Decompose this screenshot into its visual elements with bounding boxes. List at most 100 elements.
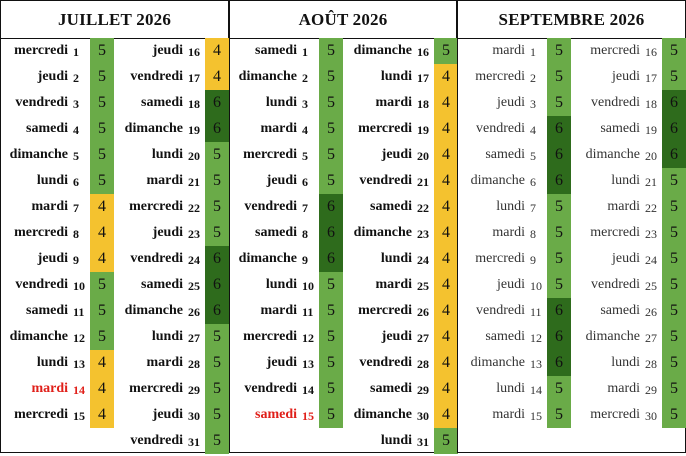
day-number: 17 — [188, 71, 200, 85]
day-number: 8 — [302, 227, 308, 241]
day-code-cell: 4 — [434, 142, 458, 168]
day-number: 9 — [530, 253, 536, 267]
day-name: mercredi — [14, 407, 68, 422]
day-code-cell: 4 — [434, 324, 458, 350]
day-code-cell: 5 — [662, 324, 686, 350]
day-name: vendredi — [15, 95, 68, 110]
day-name: jeudi — [37, 69, 68, 84]
day-code-cell: 6 — [205, 90, 229, 116]
day-number: 15 — [530, 409, 542, 423]
day-code-cell: 5 — [319, 38, 343, 64]
day-code-cell: 4 — [434, 246, 458, 272]
day-code-cell: 5 — [662, 220, 686, 246]
day-name: dimanche — [124, 303, 183, 318]
day-name: dimanche — [585, 147, 640, 162]
day-name: vendredi — [591, 95, 640, 110]
day-name: mardi — [375, 95, 412, 110]
day-number: 24 — [417, 253, 429, 267]
day-number: 28 — [188, 357, 200, 371]
day-name: vendredi — [359, 173, 412, 188]
day-number: 17 — [417, 71, 429, 85]
day-code-cell: 4 — [434, 194, 458, 220]
month-panel: JUILLET 2026 mercredi 1 5 jeudi 2 5 vendredi 3 5 s… — [0, 0, 229, 454]
day-number: 31 — [417, 435, 429, 449]
day-number: 22 — [645, 201, 657, 215]
day-code-cell: 5 — [662, 350, 686, 376]
day-name: mardi — [146, 355, 183, 370]
day-code-cell: 5 — [319, 324, 343, 350]
day-name: jeudi — [381, 329, 412, 344]
day-number: 23 — [188, 227, 200, 241]
day-name: dimanche — [585, 329, 640, 344]
day-code-cell: 4 — [434, 116, 458, 142]
day-code-cell: 4 — [434, 298, 458, 324]
day-name: dimanche — [353, 225, 412, 240]
day-number: 13 — [530, 357, 542, 371]
day-code-cell: 5 — [434, 38, 458, 64]
day-name: mardi — [31, 199, 68, 214]
day-name: mardi — [492, 225, 525, 240]
day-name: samedi — [255, 225, 297, 240]
day-name: mercredi — [243, 329, 297, 344]
day-name: mercredi — [129, 381, 183, 396]
day-number: 28 — [645, 357, 657, 371]
day-number: 5 — [530, 149, 536, 163]
day-number: 26 — [188, 305, 200, 319]
day-name: lundi — [380, 251, 412, 266]
day-number: 14 — [302, 383, 314, 397]
day-code-cell: 4 — [205, 38, 229, 64]
day-number: 25 — [645, 279, 657, 293]
day-name: jeudi — [612, 69, 640, 84]
day-name: mercredi — [590, 225, 640, 240]
day-number: 11 — [302, 305, 314, 319]
day-code-cell: 5 — [319, 272, 343, 298]
day-number: 10 — [302, 279, 314, 293]
day-name: lundi — [36, 355, 68, 370]
day-code-cell: 5 — [662, 376, 686, 402]
day-code-cell: 6 — [205, 116, 229, 142]
day-code-cell: 4 — [434, 402, 458, 428]
day-code-cell: 5 — [319, 298, 343, 324]
day-code-cell: 5 — [547, 246, 571, 272]
day-name: samedi — [26, 121, 68, 136]
day-name: mercredi — [590, 43, 640, 58]
day-code-cell: 6 — [319, 246, 343, 272]
day-number: 23 — [645, 227, 657, 241]
day-number: 14 — [73, 383, 85, 397]
day-code-cell: 5 — [547, 376, 571, 402]
day-name: samedi — [370, 381, 412, 396]
day-name: lundi — [36, 173, 68, 188]
day-number: 8 — [73, 227, 79, 241]
month-panel: SEPTEMBRE 2026 mardi 1 5 mercredi 2 5 jeudi 3 5 ve… — [457, 0, 686, 453]
day-name: mercredi — [590, 407, 640, 422]
day-code-cell: 5 — [205, 350, 229, 376]
day-number: 10 — [530, 279, 542, 293]
day-code-cell: 5 — [547, 38, 571, 64]
day-name: dimanche — [238, 69, 297, 84]
day-name: mardi — [146, 173, 183, 188]
day-code-cell: 6 — [319, 220, 343, 246]
day-number: 9 — [302, 253, 308, 267]
day-number: 30 — [645, 409, 657, 423]
day-number: 7 — [73, 201, 79, 215]
day-number: 22 — [417, 201, 429, 215]
day-name: samedi — [26, 303, 68, 318]
day-number: 6 — [73, 175, 79, 189]
day-code-cell: 5 — [90, 64, 114, 90]
day-number: 29 — [645, 383, 657, 397]
day-code-cell: 6 — [547, 116, 571, 142]
day-code-cell: 6 — [662, 116, 686, 142]
day-name: jeudi — [266, 173, 297, 188]
day-number: 13 — [73, 357, 85, 371]
day-name: dimanche — [470, 173, 525, 188]
day-number: 19 — [417, 123, 429, 137]
day-number: 6 — [530, 175, 536, 189]
day-code-cell: 4 — [434, 376, 458, 402]
day-code-cell: 5 — [662, 38, 686, 64]
day-code-cell: 5 — [90, 168, 114, 194]
day-name: lundi — [611, 355, 640, 370]
day-code-cell: 5 — [90, 142, 114, 168]
day-code-cell: 4 — [90, 376, 114, 402]
day-name: dimanche — [470, 355, 525, 370]
day-code-cell: 4 — [90, 194, 114, 220]
